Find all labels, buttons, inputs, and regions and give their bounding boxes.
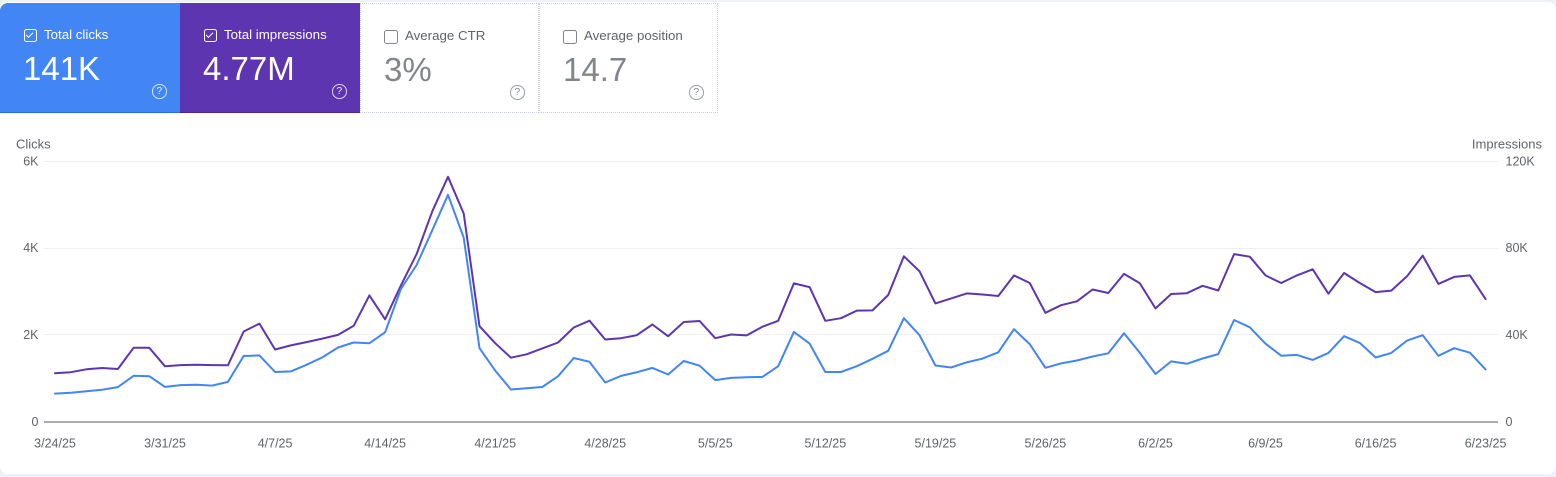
svg-text:6/23/25: 6/23/25: [1465, 437, 1507, 451]
svg-text:5/26/25: 5/26/25: [1025, 437, 1067, 451]
svg-text:5/19/25: 5/19/25: [915, 437, 957, 451]
svg-text:3/31/25: 3/31/25: [144, 437, 186, 451]
svg-text:4/28/25: 4/28/25: [584, 437, 626, 451]
svg-text:6K: 6K: [23, 154, 39, 168]
svg-text:40K: 40K: [1506, 328, 1529, 342]
svg-text:2K: 2K: [23, 328, 39, 342]
svg-text:120K: 120K: [1506, 154, 1536, 168]
svg-text:6/9/25: 6/9/25: [1248, 437, 1283, 451]
svg-text:4/21/25: 4/21/25: [474, 437, 516, 451]
svg-text:6/16/25: 6/16/25: [1355, 437, 1397, 451]
svg-text:4/7/25: 4/7/25: [258, 437, 293, 451]
svg-text:6/2/25: 6/2/25: [1138, 437, 1173, 451]
svg-text:0: 0: [1506, 415, 1513, 429]
svg-text:3/24/25: 3/24/25: [34, 437, 76, 451]
svg-text:Clicks: Clicks: [16, 137, 51, 152]
svg-text:4/14/25: 4/14/25: [364, 437, 406, 451]
svg-text:Impressions: Impressions: [1472, 137, 1543, 152]
svg-text:0: 0: [32, 415, 39, 429]
svg-text:5/12/25: 5/12/25: [804, 437, 846, 451]
svg-text:5/5/25: 5/5/25: [698, 437, 733, 451]
svg-text:4K: 4K: [23, 241, 39, 255]
svg-text:80K: 80K: [1506, 241, 1529, 255]
